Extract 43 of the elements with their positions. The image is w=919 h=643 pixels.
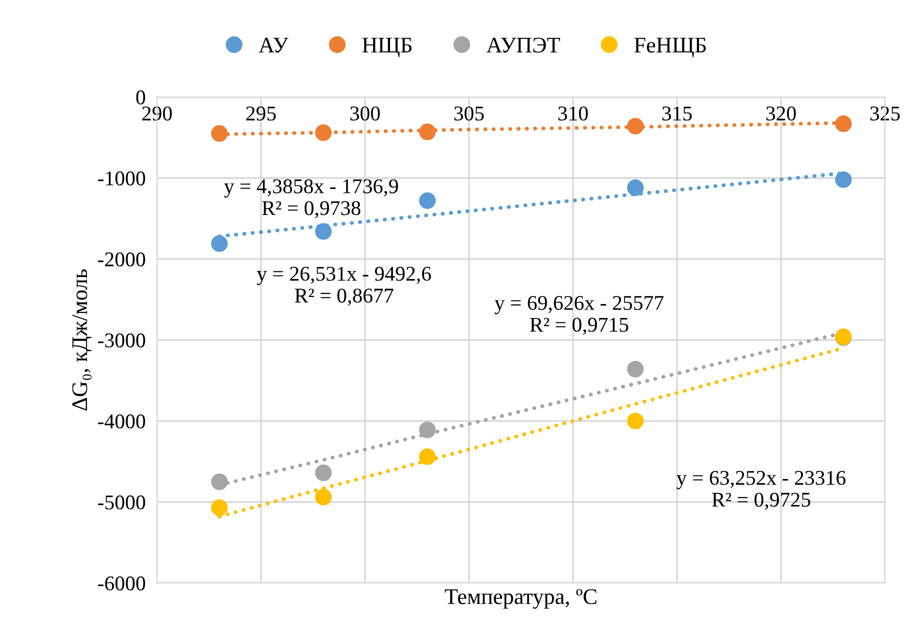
point bbox=[315, 464, 332, 482]
point bbox=[627, 118, 644, 134]
y-tick-label: -3000 bbox=[98, 333, 146, 348]
legend-label: НЩБ bbox=[362, 38, 412, 58]
annotation: y = 26,531x - 9492,6 R² = 0,8677 bbox=[256, 266, 431, 306]
y-tick-label: -2000 bbox=[98, 252, 146, 266]
annotation: y = 63,252x - 23316 R² = 0,9725 bbox=[676, 470, 846, 510]
point bbox=[835, 171, 852, 188]
annotation: y = 4,3858x - 1736,9 R² = 0,9738 bbox=[224, 179, 398, 218]
legend-label: АУПЭТ bbox=[486, 38, 560, 53]
x-tick-label: 305 bbox=[454, 106, 484, 121]
x-axis-title: Температура, ºC bbox=[444, 589, 596, 609]
y-tick-label: -5000 bbox=[98, 495, 146, 510]
point bbox=[835, 115, 852, 132]
x-tick-label: 315 bbox=[662, 106, 692, 121]
point bbox=[211, 235, 228, 252]
point bbox=[419, 124, 436, 140]
y-tick-label: -4000 bbox=[98, 414, 146, 428]
point bbox=[419, 422, 436, 438]
point bbox=[211, 499, 228, 516]
point bbox=[627, 179, 644, 196]
point bbox=[211, 473, 228, 490]
point bbox=[627, 360, 644, 378]
x-tick-label: 325 bbox=[870, 106, 900, 121]
x-tick-label: 290 bbox=[142, 106, 172, 121]
y-tick-label: -6000 bbox=[98, 576, 146, 590]
point bbox=[419, 448, 436, 465]
y-axis-title: ΔG₀, кДж/моль bbox=[72, 269, 92, 411]
annotation: y = 69,626x - 25577 R² = 0,9715 bbox=[494, 296, 664, 335]
y-tick-label: -1000 bbox=[98, 171, 146, 186]
point bbox=[419, 192, 436, 209]
point bbox=[627, 412, 644, 430]
point bbox=[315, 124, 332, 141]
x-tick-label: 310 bbox=[558, 106, 588, 121]
x-tick-label: 300 bbox=[350, 106, 380, 121]
point bbox=[315, 488, 332, 506]
point bbox=[211, 125, 228, 142]
legend-label: АУ bbox=[258, 38, 288, 53]
point bbox=[315, 223, 332, 240]
y-tick-label: 0 bbox=[136, 90, 146, 104]
legend-label: FeНЩБ bbox=[634, 38, 706, 58]
x-tick-label: 295 bbox=[246, 106, 276, 121]
x-tick-label: 320 bbox=[766, 106, 796, 121]
